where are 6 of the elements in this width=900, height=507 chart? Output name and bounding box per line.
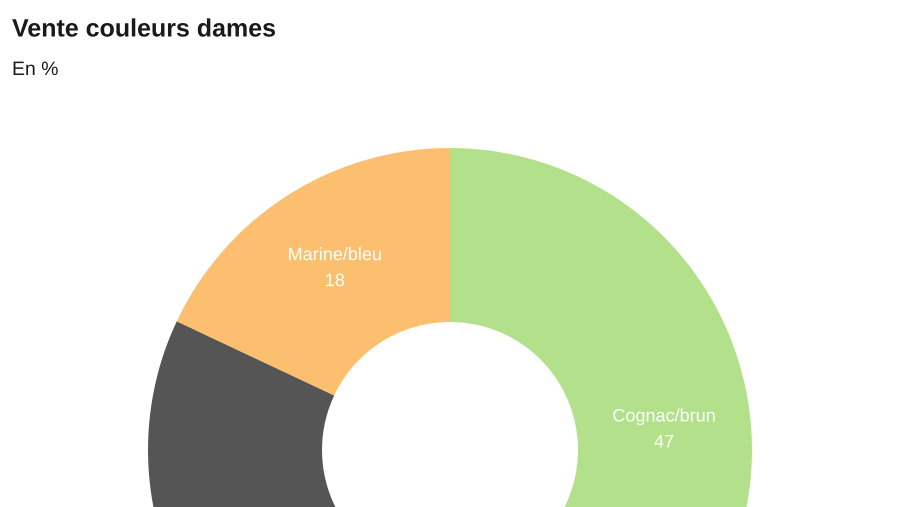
chart-title: Vente couleurs dames (12, 18, 275, 37)
data-label: 18 (326, 274, 344, 286)
slice-label: Marine/bleu (289, 247, 381, 260)
chart-subtitle: En % (14, 62, 58, 76)
data-label: 47 (654, 435, 674, 448)
slice-label: Cognac/brun (613, 408, 715, 426)
